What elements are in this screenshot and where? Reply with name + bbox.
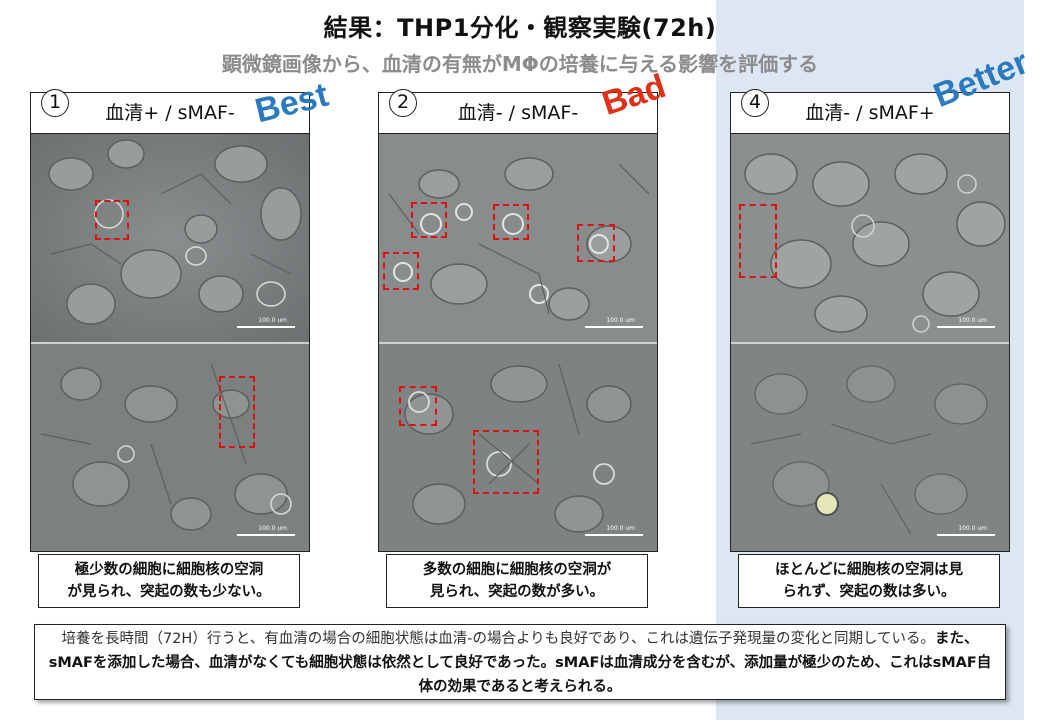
vacuole-marker (473, 430, 539, 494)
caption-line: 見られ、突起の数が多い。 (429, 584, 605, 600)
micrograph-bottom: 100.0 um (31, 342, 309, 550)
micrograph-bottom: 100.0 um (731, 342, 1009, 550)
scale-bar (585, 534, 643, 536)
panel-header: 1 血清+ / sMAF- (30, 89, 310, 134)
conclusion-text-normal: 培養を長時間（72H）行うと、有血清の場合の細胞状態は血清-の場合よりも良好であ… (61, 631, 936, 647)
caption-line: が見られ、突起の数も少ない。 (67, 584, 271, 600)
conclusion-text-bold: また、sMAFを添加した場合、血清がなくても細胞状態は依然として良好であった。s… (48, 631, 992, 695)
micrograph-top: 100.0 um (731, 134, 1009, 342)
caption-line: られず、突起の数は多い。 (782, 584, 956, 600)
scale-bar-label: 100.0 um (258, 525, 287, 532)
micrograph-top: 100.0 um (379, 134, 657, 342)
panel-1: 1 血清+ / sMAF- (30, 89, 310, 552)
scale-bar (937, 326, 995, 328)
scale-bar-label: 100.0 um (258, 317, 287, 324)
vacuole-marker (577, 224, 615, 262)
slide-subtitle: 顕微鏡画像から、血清の有無がMΦの培養に与える影響を評価する (221, 52, 819, 76)
micrograph-image (379, 344, 657, 550)
panel-condition-label: 血清- / sMAF- (457, 102, 579, 124)
panel-2-caption: 多数の細胞に細胞核の空洞が 見られ、突起の数が多い。 (386, 554, 648, 608)
panel-condition-label: 血清+ / sMAF- (105, 102, 235, 124)
micrograph-image (731, 344, 1009, 550)
panel-4-caption: ほとんどに細胞核の空洞は見 られず、突起の数は多い。 (738, 554, 1000, 608)
slide-title: 結果：THP1分化・観察実験(72h) (323, 14, 717, 42)
vacuole-marker (399, 386, 437, 426)
caption-line: 極少数の細胞に細胞核の空洞 (74, 562, 264, 578)
panel-number-badge: 1 (41, 89, 69, 117)
micrograph-stack: 100.0 um 100.0 um (30, 134, 310, 552)
scale-bar (237, 326, 295, 328)
panel-4: 4 血清- / sMAF+ 100.0 um (730, 89, 1010, 552)
conclusion-box: 培養を長時間（72H）行うと、有血清の場合の細胞状態は血清-の場合よりも良好であ… (34, 624, 1006, 700)
scale-bar-label: 100.0 um (606, 317, 635, 324)
micrograph-image (31, 344, 309, 550)
micrograph-top: 100.0 um (31, 134, 309, 342)
micrograph-bottom: 100.0 um (379, 342, 657, 550)
scale-bar (585, 326, 643, 328)
vacuole-marker (383, 252, 419, 290)
vacuole-marker (739, 204, 777, 278)
vacuole-marker (219, 376, 255, 448)
scale-bar-label: 100.0 um (606, 525, 635, 532)
micrograph-image (731, 134, 1009, 342)
panel-header: 2 血清- / sMAF- (378, 89, 658, 134)
panel-1-caption: 極少数の細胞に細胞核の空洞 が見られ、突起の数も少ない。 (38, 554, 300, 608)
scale-bar-label: 100.0 um (958, 317, 987, 324)
vacuole-marker (493, 204, 529, 240)
caption-line: ほとんどに細胞核の空洞は見 (774, 562, 964, 578)
micrograph-image (31, 134, 309, 342)
panel-number-badge: 2 (389, 89, 417, 117)
scale-bar (937, 534, 995, 536)
vacuole-marker (95, 200, 129, 240)
micrograph-stack: 100.0 um 100.0 um (730, 134, 1010, 552)
panel-condition-label: 血清- / sMAF+ (805, 102, 935, 124)
micrograph-stack: 100.0 um 100.0 um (378, 134, 658, 552)
panel-number-badge: 4 (741, 89, 769, 117)
scale-bar (237, 534, 295, 536)
rating-tag-best: Best (251, 75, 333, 131)
scale-bar-label: 100.0 um (958, 525, 987, 532)
caption-line: 多数の細胞に細胞核の空洞が (422, 562, 612, 578)
vacuole-marker (411, 202, 447, 238)
panel-2: 2 血清- / sMAF- (378, 89, 658, 552)
panel-header: 4 血清- / sMAF+ (730, 89, 1010, 134)
